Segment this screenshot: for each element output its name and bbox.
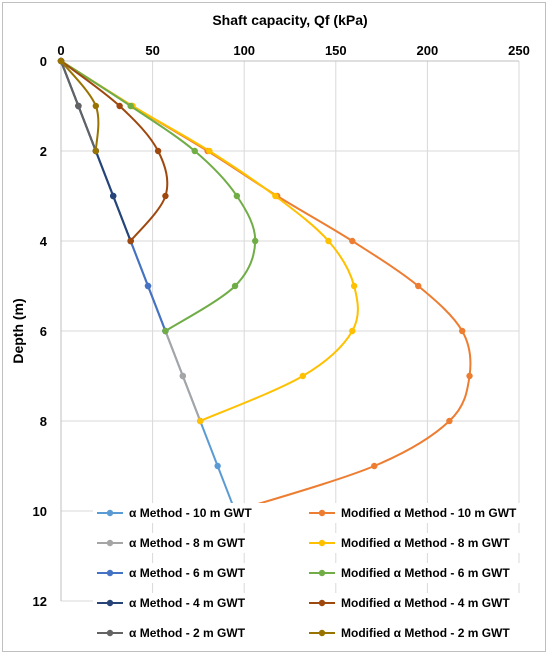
legend-swatch-marker: [318, 569, 326, 577]
line-chart: 0 50 100 150 200 250 0 2 4 6 8 10 12 α Method - 10 m…: [10, 12, 539, 643]
y-tick-label: 12: [33, 594, 47, 609]
legend-label: α Method - 4 m GWT: [129, 596, 246, 610]
legend-item-bg: [305, 533, 539, 553]
legend-item: α Method - 10 m GWT: [93, 503, 327, 523]
legend-item-bg: [93, 503, 327, 523]
series-6: [57, 57, 259, 335]
legend-item: α Method - 2 m GWT: [93, 623, 327, 643]
data-point: [466, 372, 473, 380]
legend-item-bg: [93, 533, 327, 553]
data-point: [446, 417, 453, 425]
data-point: [349, 327, 356, 335]
legend-label: Modified α Method - 6 m GWT: [341, 566, 510, 580]
legend-item-bg: [305, 593, 539, 613]
legend-label: Modified α Method - 4 m GWT: [341, 596, 510, 610]
data-point: [92, 102, 100, 110]
x-tick-label: 50: [145, 43, 159, 58]
y-tick-label: 4: [40, 234, 48, 249]
legend-item: Modified α Method - 4 m GWT: [305, 593, 539, 613]
x-axis-title: Shaft capacity, Qf (kPa): [212, 12, 367, 28]
data-point: [325, 237, 332, 245]
y-tick-label: 10: [33, 504, 47, 519]
legend-item-bg: [93, 623, 327, 643]
legend-item-bg: [305, 623, 539, 643]
legend-swatch-marker: [106, 599, 114, 607]
data-point: [415, 282, 422, 290]
data-point: [299, 372, 307, 380]
legend-item-bg: [93, 593, 327, 613]
data-point: [162, 192, 169, 200]
legend-label: α Method - 10 m GWT: [129, 506, 252, 520]
y-tick-label: 6: [40, 324, 47, 339]
y-axis-title: Depth (m): [10, 298, 26, 363]
data-point: [349, 237, 356, 245]
legend-swatch-marker: [318, 509, 326, 517]
data-point: [214, 462, 221, 470]
legend-label: Modified α Method - 8 m GWT: [341, 536, 510, 550]
legend-label: α Method - 2 m GWT: [129, 626, 246, 640]
series-line: [60, 60, 472, 512]
data-point: [197, 417, 204, 425]
x-tick-label: 200: [417, 43, 439, 58]
data-point: [57, 57, 65, 65]
data-point: [179, 372, 187, 380]
legend-swatch-marker: [318, 629, 326, 637]
legend-swatch-marker: [318, 599, 326, 607]
legend-item: Modified α Method - 6 m GWT: [305, 563, 539, 583]
legend-swatch-marker: [106, 509, 114, 517]
legend-label: Modified α Method - 10 m GWT: [341, 506, 517, 520]
data-point: [251, 237, 259, 245]
series-2: [57, 57, 473, 515]
series-line: [60, 60, 257, 332]
axes: 0 50 100 150 200 250 0 2 4 6 8 10 12: [33, 43, 530, 609]
data-point: [127, 237, 134, 245]
legend-item: α Method - 4 m GWT: [93, 593, 327, 613]
data-point: [459, 327, 466, 335]
data-point: [371, 462, 378, 470]
data-point: [206, 147, 213, 155]
legend-item-bg: [305, 563, 539, 583]
data-point: [110, 192, 117, 200]
legend-label: α Method - 8 m GWT: [129, 536, 246, 550]
data-point: [272, 192, 279, 200]
data-point: [75, 102, 82, 110]
legend-swatch-marker: [106, 539, 114, 547]
legend: α Method - 10 m GWT Modified α Method - 1…: [93, 503, 539, 643]
series-10: [57, 57, 100, 155]
series-4: [57, 57, 359, 425]
data-point: [350, 282, 358, 290]
legend-item: α Method - 8 m GWT: [93, 533, 327, 553]
data-point: [233, 192, 241, 200]
y-tick-label: 0: [40, 54, 47, 69]
x-tick-label: 100: [233, 43, 255, 58]
x-tick-label: 0: [57, 43, 64, 58]
x-tick-label: 150: [325, 43, 347, 58]
x-tick-label: 250: [508, 43, 530, 58]
legend-item: α Method - 6 m GWT: [93, 563, 327, 583]
legend-label: α Method - 6 m GWT: [129, 566, 246, 580]
legend-swatch-marker: [106, 629, 114, 637]
legend-item-bg: [305, 503, 539, 523]
legend-item-bg: [93, 563, 327, 583]
data-point: [116, 102, 123, 110]
legend-item: Modified α Method - 2 m GWT: [305, 623, 539, 643]
legend-item: Modified α Method - 8 m GWT: [305, 533, 539, 553]
data-point: [162, 327, 169, 335]
legend-item: Modified α Method - 10 m GWT: [305, 503, 539, 523]
data-point: [154, 147, 162, 155]
legend-swatch-marker: [318, 539, 326, 547]
data-point: [231, 282, 239, 290]
legend-label: Modified α Method - 2 m GWT: [341, 626, 510, 640]
y-tick-label: 2: [40, 144, 47, 159]
legend-swatch-marker: [106, 569, 114, 577]
series-group: [57, 57, 473, 515]
y-tick-label: 8: [40, 414, 47, 429]
data-point: [144, 282, 152, 290]
data-point: [127, 102, 134, 110]
data-point: [92, 147, 100, 155]
data-point: [191, 147, 198, 155]
